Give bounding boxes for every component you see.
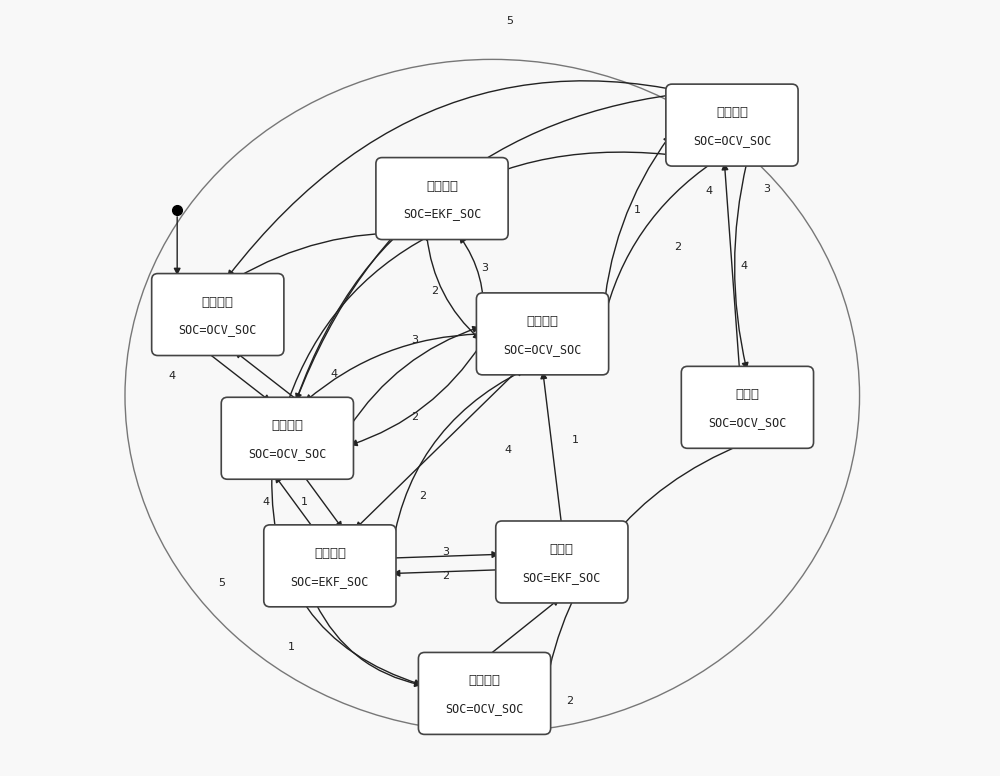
Text: 车辆运行: 车辆运行 (314, 547, 346, 559)
Text: SOC=OCV_SOC: SOC=OCV_SOC (708, 416, 787, 429)
Text: 汽车熄火: 汽车熄火 (527, 315, 559, 327)
Text: 睡眠唤醒: 睡眠唤醒 (716, 106, 748, 119)
FancyBboxPatch shape (152, 274, 284, 355)
Text: 2: 2 (442, 571, 449, 581)
Text: 2: 2 (674, 242, 681, 252)
Text: 1: 1 (634, 205, 641, 215)
FancyBboxPatch shape (418, 653, 551, 734)
FancyBboxPatch shape (666, 84, 798, 166)
Text: 4: 4 (168, 372, 175, 381)
Text: 3: 3 (442, 546, 449, 556)
Text: 电量预警: 电量预警 (469, 674, 501, 688)
Text: 内充电: 内充电 (550, 543, 574, 556)
Text: SOC=OCV_SOC: SOC=OCV_SOC (445, 702, 524, 715)
Text: 5: 5 (218, 578, 225, 588)
Text: SOC=EKF_SOC: SOC=EKF_SOC (523, 571, 601, 584)
Text: SOC=EKF_SOC: SOC=EKF_SOC (403, 207, 481, 220)
Text: 4: 4 (330, 369, 337, 379)
FancyBboxPatch shape (221, 397, 353, 480)
Text: 2: 2 (411, 412, 419, 422)
Text: 1: 1 (288, 642, 295, 652)
FancyBboxPatch shape (264, 525, 396, 607)
Text: 5: 5 (506, 16, 513, 26)
FancyBboxPatch shape (476, 293, 609, 375)
Text: SOC=OCV_SOC: SOC=OCV_SOC (179, 324, 257, 336)
Text: 系统自检: 系统自检 (202, 296, 234, 309)
Text: 电池均衡: 电池均衡 (426, 179, 458, 192)
FancyBboxPatch shape (496, 521, 628, 603)
Text: 3: 3 (763, 184, 770, 194)
Text: 3: 3 (411, 334, 418, 345)
Text: SOC=OCV_SOC: SOC=OCV_SOC (248, 447, 327, 460)
Text: SOC=OCV_SOC: SOC=OCV_SOC (693, 134, 771, 147)
Text: 2: 2 (419, 491, 426, 501)
Text: 3: 3 (481, 263, 488, 273)
FancyBboxPatch shape (681, 366, 814, 449)
Text: 1: 1 (301, 497, 308, 507)
Text: 4: 4 (504, 445, 511, 455)
Text: SOC=OCV_SOC: SOC=OCV_SOC (503, 343, 582, 355)
Text: 汽车启动: 汽车启动 (271, 419, 303, 432)
Text: 2: 2 (566, 696, 573, 706)
Text: 4: 4 (740, 262, 747, 272)
Text: SOC=EKF_SOC: SOC=EKF_SOC (291, 575, 369, 587)
Text: 1: 1 (572, 435, 579, 445)
FancyBboxPatch shape (376, 158, 508, 240)
Text: 外充电: 外充电 (735, 388, 759, 401)
Text: 4: 4 (705, 185, 712, 196)
Text: 2: 2 (431, 286, 438, 296)
Text: 4: 4 (262, 497, 269, 507)
